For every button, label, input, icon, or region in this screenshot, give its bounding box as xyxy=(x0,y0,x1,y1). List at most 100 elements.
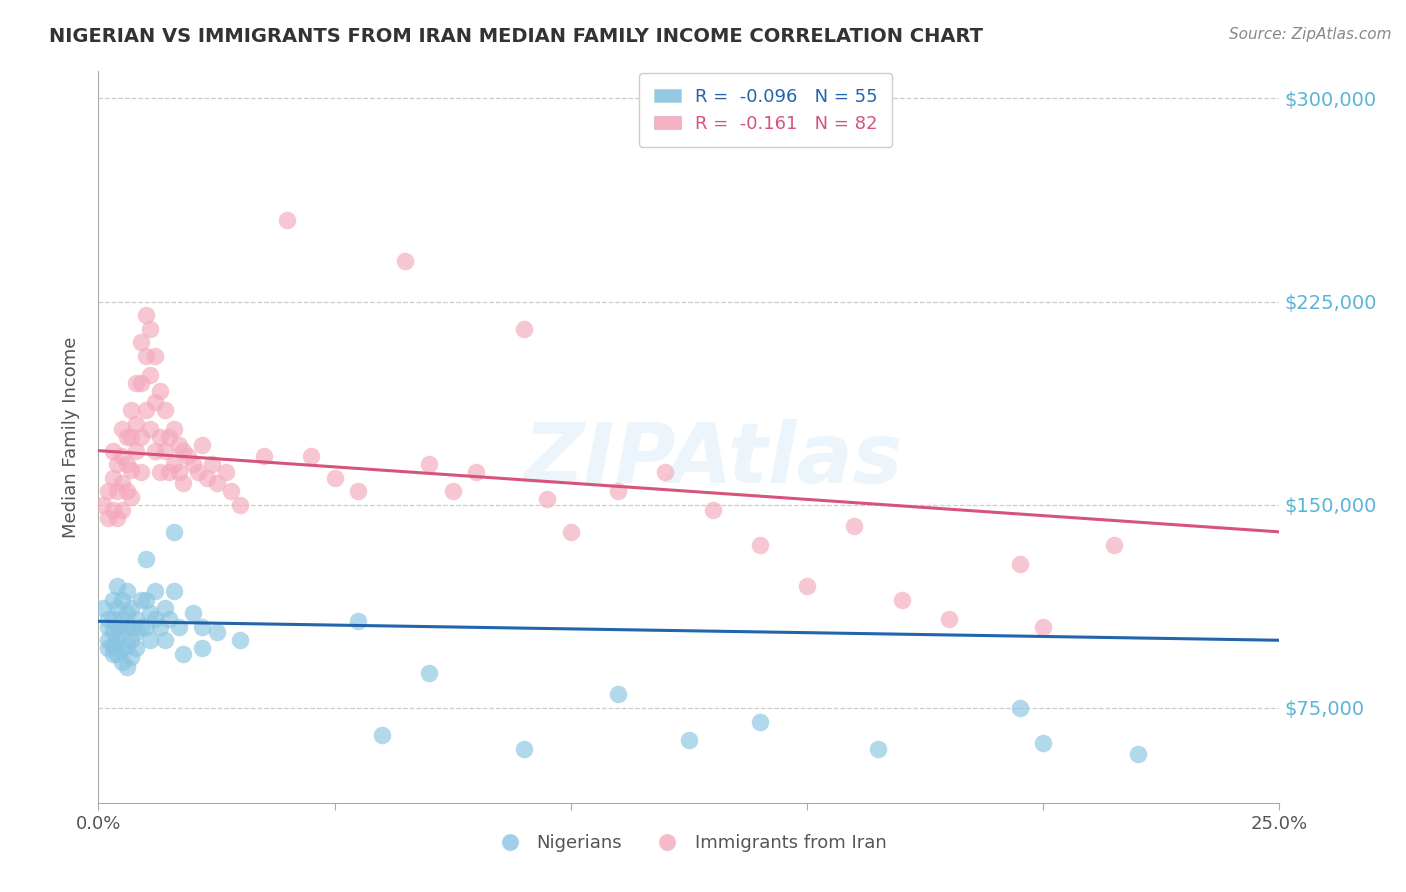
Point xyxy=(177,449,200,463)
Point xyxy=(866,741,889,756)
Point xyxy=(111,422,134,436)
Point xyxy=(253,449,276,463)
Y-axis label: Median Family Income: Median Family Income xyxy=(62,336,80,538)
Point xyxy=(129,465,152,479)
Point xyxy=(101,592,124,607)
Point xyxy=(607,688,630,702)
Point xyxy=(97,641,120,656)
Point xyxy=(607,484,630,499)
Text: Source: ZipAtlas.com: Source: ZipAtlas.com xyxy=(1229,27,1392,42)
Point xyxy=(115,639,138,653)
Point xyxy=(101,639,124,653)
Point xyxy=(91,498,114,512)
Point xyxy=(101,611,124,625)
Point xyxy=(512,741,534,756)
Point xyxy=(654,465,676,479)
Point xyxy=(678,733,700,747)
Point xyxy=(205,625,228,640)
Point xyxy=(167,438,190,452)
Point xyxy=(111,625,134,640)
Point xyxy=(139,633,162,648)
Point xyxy=(163,584,186,599)
Point xyxy=(418,665,440,680)
Point xyxy=(167,620,190,634)
Point xyxy=(1102,538,1125,552)
Point xyxy=(172,647,194,661)
Point xyxy=(219,484,242,499)
Point xyxy=(347,615,370,629)
Point xyxy=(153,600,176,615)
Point xyxy=(115,430,138,444)
Point xyxy=(129,335,152,350)
Point xyxy=(121,600,143,615)
Point xyxy=(121,430,143,444)
Point xyxy=(394,254,416,268)
Point xyxy=(167,465,190,479)
Point xyxy=(101,647,124,661)
Point xyxy=(323,471,346,485)
Point xyxy=(187,465,209,479)
Point xyxy=(101,625,124,640)
Point xyxy=(205,476,228,491)
Point xyxy=(512,322,534,336)
Point xyxy=(121,649,143,664)
Point xyxy=(153,403,176,417)
Point xyxy=(105,484,128,499)
Point xyxy=(229,633,252,648)
Point xyxy=(149,465,172,479)
Point xyxy=(139,606,162,620)
Point xyxy=(536,492,558,507)
Point xyxy=(191,641,214,656)
Point xyxy=(229,498,252,512)
Point xyxy=(111,503,134,517)
Point xyxy=(149,384,172,398)
Point xyxy=(105,579,128,593)
Point xyxy=(465,465,488,479)
Point xyxy=(1032,620,1054,634)
Point xyxy=(139,422,162,436)
Point xyxy=(135,620,157,634)
Point xyxy=(844,519,866,533)
Point xyxy=(111,611,134,625)
Point xyxy=(101,503,124,517)
Point xyxy=(111,655,134,669)
Point xyxy=(125,376,148,390)
Point xyxy=(129,430,152,444)
Point xyxy=(172,443,194,458)
Point xyxy=(938,611,960,625)
Point xyxy=(101,471,124,485)
Point xyxy=(181,457,204,471)
Point xyxy=(125,417,148,431)
Point xyxy=(143,443,166,458)
Point xyxy=(129,592,152,607)
Point xyxy=(97,484,120,499)
Point xyxy=(125,641,148,656)
Point xyxy=(135,552,157,566)
Text: ZIPAtlas: ZIPAtlas xyxy=(523,418,903,500)
Point xyxy=(105,647,128,661)
Point xyxy=(135,349,157,363)
Point xyxy=(347,484,370,499)
Point xyxy=(201,457,224,471)
Point xyxy=(191,620,214,634)
Point xyxy=(172,476,194,491)
Point xyxy=(149,620,172,634)
Point xyxy=(105,600,128,615)
Point xyxy=(143,395,166,409)
Point xyxy=(163,422,186,436)
Point xyxy=(1126,747,1149,761)
Point xyxy=(560,524,582,539)
Point xyxy=(111,476,134,491)
Point xyxy=(115,620,138,634)
Point xyxy=(115,606,138,620)
Point xyxy=(121,403,143,417)
Point xyxy=(91,600,114,615)
Point xyxy=(115,457,138,471)
Point xyxy=(153,633,176,648)
Point xyxy=(129,620,152,634)
Point xyxy=(121,620,143,634)
Point xyxy=(139,322,162,336)
Point xyxy=(135,308,157,322)
Point xyxy=(125,443,148,458)
Point xyxy=(195,471,218,485)
